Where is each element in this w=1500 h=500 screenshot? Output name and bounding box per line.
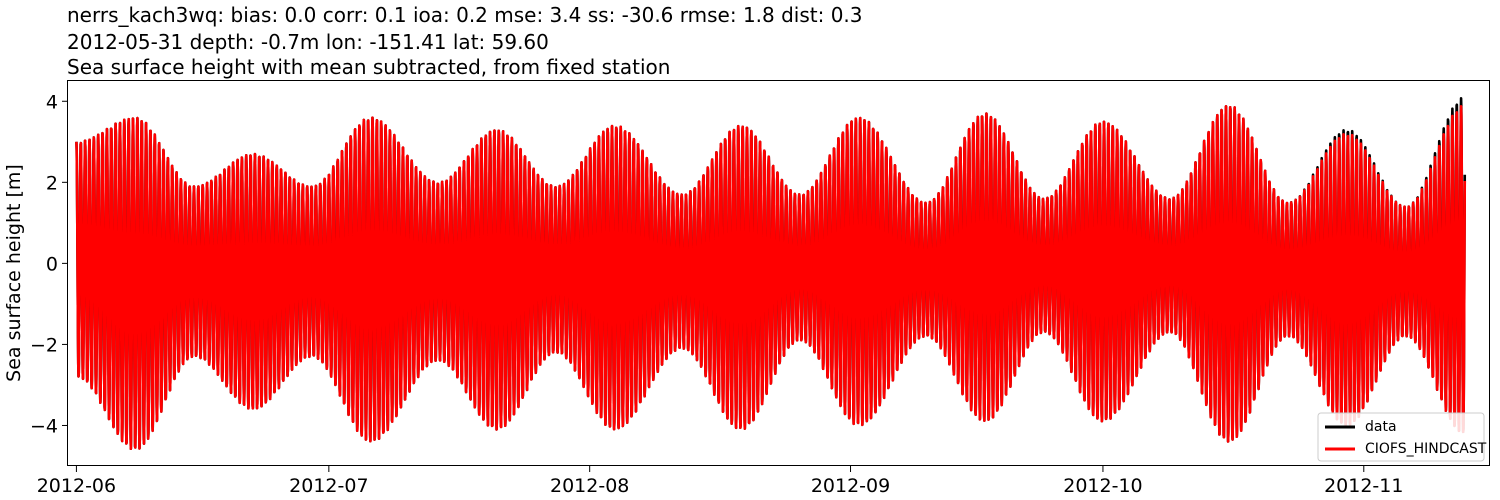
y-axis: −4 −2 0 2 4 — [30, 91, 68, 437]
series-layer — [75, 97, 1467, 451]
x-tick-label-2012-08: 2012-08 — [550, 475, 629, 497]
legend-label-data: data — [1365, 419, 1397, 435]
y-tick-label-2: 2 — [46, 172, 58, 194]
legend-frame — [1317, 412, 1485, 462]
chart-title-line-2: 2012-05-31 depth: -0.7m lon: -151.41 lat… — [67, 30, 549, 54]
x-tick-label-2012-10: 2012-10 — [1063, 475, 1142, 497]
legend-label-ciofs-hindcast: CIOFS_HINDCAST — [1365, 441, 1487, 457]
y-tick-label--4: −4 — [30, 415, 58, 437]
chart-title-line-1: nerrs_kach3wq: bias: 0.0 corr: 0.1 ioa: … — [67, 3, 863, 27]
x-tick-label-2012-11: 2012-11 — [1324, 475, 1403, 497]
x-tick-label-2012-06: 2012-06 — [37, 475, 116, 497]
y-axis-label: Sea surface height [m] — [3, 164, 25, 382]
chart-title-line-3: Sea surface height with mean subtracted,… — [67, 55, 671, 79]
y-tick-label-0: 0 — [46, 253, 58, 275]
x-tick-label-2012-09: 2012-09 — [811, 475, 890, 497]
y-tick-label-4: 4 — [46, 91, 58, 113]
series-line-ciofs-hindcast — [75, 104, 1467, 451]
legend: data CIOFS_HINDCAST — [1317, 412, 1487, 462]
y-tick-label--2: −2 — [30, 334, 58, 356]
x-tick-label-2012-07: 2012-07 — [289, 475, 368, 497]
axes-frame — [67, 80, 1490, 466]
plot-area — [67, 80, 1490, 466]
x-axis: 2012-06 2012-07 2012-08 2012-09 2012-10 2012-… — [37, 466, 1403, 497]
